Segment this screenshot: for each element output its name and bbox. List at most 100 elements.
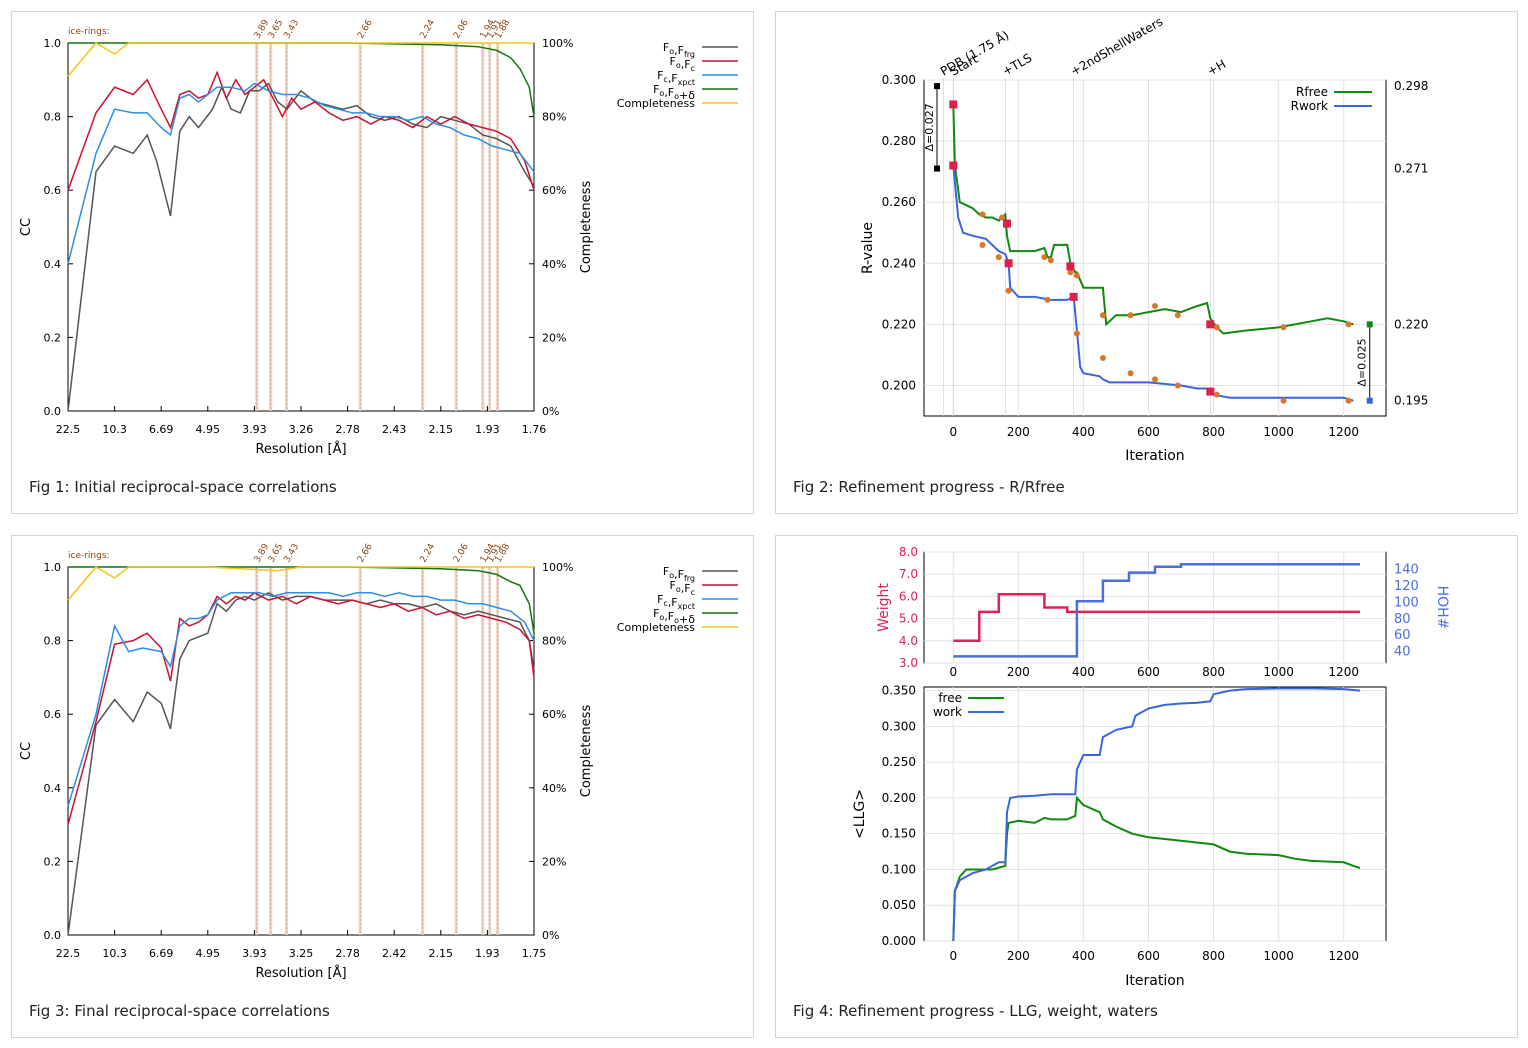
x-tick-label: 2.78 [335, 947, 360, 960]
y-tick-label: 0.220 [882, 317, 916, 331]
milestone-dot [1044, 296, 1051, 303]
x-tick-label: 2.43 [382, 423, 407, 436]
x-tick-label: 10.3 [102, 947, 127, 960]
x-tick-label: 6.69 [149, 947, 174, 960]
pdb-marker [934, 83, 941, 90]
x-tick-label: 1.75 [522, 947, 547, 960]
figure-3-chart: ice-rings: 3.893.653.43 2.66 2.24 2.06 1.941.… [19, 542, 738, 981]
legend-text: F [663, 41, 669, 54]
y2-tick-label: 100% [542, 37, 573, 50]
figure-4-panel: 0 200 400 600 800 1000 1200 3.0 4.0 5.0 6.0 7.0 8.0 4… [775, 535, 1518, 1038]
ice-ring-label: 2.06 [452, 542, 471, 565]
ice-ring-label: 2.66 [356, 542, 375, 565]
figure-1-panel: ice-rings: 3.89 3.65 3.43 2.66 2.24 2.06 1.94 1.… [11, 11, 754, 514]
x-tick-label: 1200 [1328, 665, 1359, 679]
macro-cycle-marker [1206, 320, 1215, 329]
figure-2-caption: Fig 2: Refinement progress - R/Rfree [793, 478, 1065, 496]
milestone-dot [1174, 382, 1181, 389]
y-tick-label: 0.300 [882, 73, 916, 87]
hoh-tick-label: 140 [1394, 562, 1419, 577]
series-line [952, 795, 1361, 942]
y2-axis-label: Completeness [579, 181, 594, 274]
weight-tick-label: 3.0 [899, 656, 918, 670]
milestone-dot [1099, 312, 1106, 319]
figure-1-caption: Fig 1: Initial reciprocal-space correlat… [29, 478, 337, 496]
x-tick-label: 4.95 [196, 423, 221, 436]
milestone-dot [1099, 354, 1106, 361]
y-tick-label: 0.8 [44, 635, 62, 648]
legend-subscript: c [691, 64, 695, 73]
legend-label: Fo,Fc [670, 55, 695, 73]
legend-text: +δ [679, 613, 695, 626]
legend-text: ,F [668, 596, 678, 609]
x-tick-label: 1000 [1263, 425, 1294, 439]
milestone-dot [979, 241, 986, 248]
legend-subscript: o [659, 89, 664, 98]
milestone-dot [1047, 257, 1054, 264]
right-value-label: 0.195 [1394, 394, 1428, 408]
legend-text: ,F [664, 610, 674, 623]
figure-1-chart: ice-rings: 3.893.653.43 2.66 2.24 2.06 1.941.… [19, 18, 738, 457]
figure-3-panel: ice-rings: 3.89 3.65 3.43 2.66 2.24 2.06 1.94 1.… [11, 535, 754, 1038]
series-line [952, 165, 1354, 402]
x-tick-label: 3.25 [289, 947, 314, 960]
legend-text: ,F [674, 568, 684, 581]
y2-tick-label: 0% [542, 929, 559, 942]
legend-subscript: o [674, 92, 679, 101]
x-tick-label: 1.93 [475, 423, 500, 436]
y2-tick-label: 20% [542, 331, 566, 344]
x-tick-label: 200 [1007, 949, 1030, 963]
macro-cycle-marker [1069, 292, 1078, 301]
series-line [952, 687, 1361, 942]
legend-text: Completeness [617, 621, 695, 634]
x-tick-label: 10.3 [102, 423, 127, 436]
legend-subscript: o [676, 585, 681, 594]
legend-label: Fc,Fxpct [657, 593, 695, 611]
x-tick-label: 22.5 [56, 423, 81, 436]
milestone-dot [1073, 272, 1080, 279]
delta-label: Δ=0.027 [923, 103, 936, 151]
hoh-tick-label: 80 [1394, 612, 1411, 627]
weight-axis-label: Weight [876, 583, 892, 632]
x-tick-label: 1000 [1263, 949, 1294, 963]
legend-subscript: frg [684, 50, 695, 59]
y-tick-label: 1.0 [44, 561, 62, 574]
plot-frame [67, 566, 535, 936]
legend-text: F [653, 83, 659, 96]
y2-tick-label: 0% [542, 405, 559, 418]
weight-tick-label: 8.0 [899, 545, 918, 559]
y-tick-label: 0.000 [882, 934, 916, 948]
legend-text: ,F [681, 582, 691, 595]
series-line [953, 592, 1360, 643]
ice-ring-label: 3.43 [282, 18, 301, 40]
series-line [67, 591, 535, 936]
legend-text: F [670, 579, 676, 592]
x-tick-label: 1.93 [475, 947, 500, 960]
x-axis-label: Iteration [1125, 448, 1184, 464]
legend-label: Completeness [617, 621, 695, 634]
weight-tick-label: 4.0 [899, 634, 918, 648]
x-tick-label: 800 [1202, 425, 1225, 439]
legend-subscript: o [676, 61, 681, 70]
y-tick-label: 0.100 [882, 862, 916, 876]
figure-4-chart: 0 200 400 600 800 1000 12003.04.05.06.07.08.04… [852, 545, 1450, 989]
macro-cycle-marker [1004, 259, 1013, 268]
y-tick-label: 0.260 [882, 195, 916, 209]
hoh-tick-label: 60 [1394, 628, 1411, 643]
x-tick-label: 6.69 [149, 423, 174, 436]
milestone-dot [979, 211, 986, 218]
x-tick-label: 1200 [1328, 425, 1359, 439]
milestone-dot [1213, 324, 1220, 331]
legend-subscript: c [663, 599, 667, 608]
series-line [952, 104, 1354, 335]
y2-tick-label: 80% [542, 111, 566, 124]
y-tick-label: 0.240 [882, 256, 916, 270]
macro-cycle-marker [1002, 219, 1011, 228]
ice-ring-label: 2.24 [419, 18, 438, 41]
milestone-dot [1005, 287, 1012, 294]
legend-subscript: xpct [678, 78, 695, 87]
x-tick-label: 800 [1202, 665, 1225, 679]
ice-ring-label: 3.43 [282, 542, 301, 564]
legend-label: Completeness [617, 97, 695, 110]
x-tick-label: 600 [1137, 425, 1160, 439]
